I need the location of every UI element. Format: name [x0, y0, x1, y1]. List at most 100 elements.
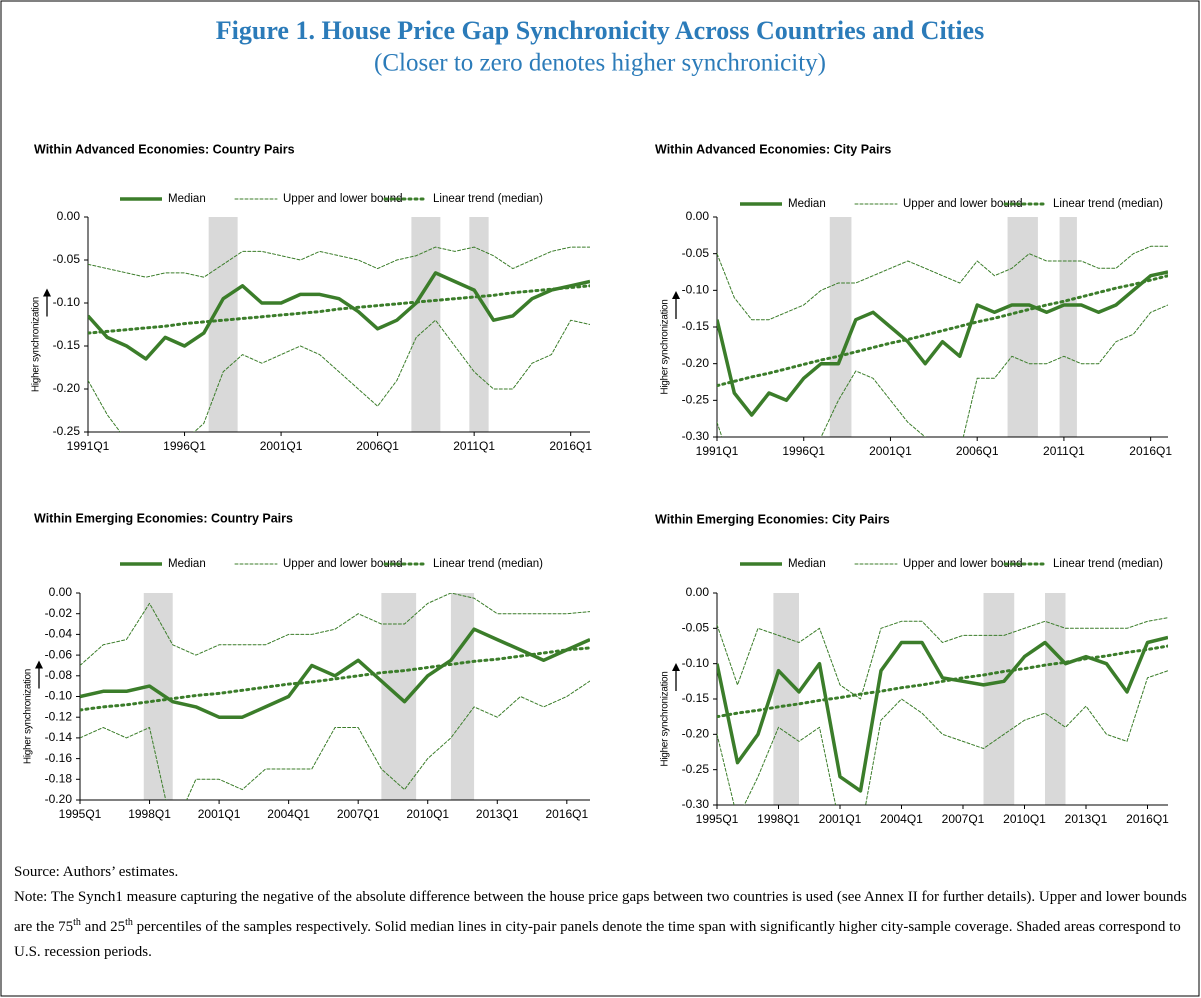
y-tick-label: -0.10 — [682, 656, 710, 670]
y-tick-label: -0.05 — [53, 252, 81, 266]
y-tick-label: -0.02 — [45, 606, 73, 620]
x-tick-label: 1995Q1 — [696, 812, 739, 826]
y-tick-label: -0.10 — [45, 689, 73, 703]
y-tick-label: -0.08 — [45, 668, 73, 682]
x-tick-label: 2011Q1 — [453, 439, 495, 453]
x-tick-label: 2016Q1 — [549, 439, 592, 453]
x-tick-label: 2010Q1 — [1003, 812, 1046, 826]
x-tick-label: 2007Q1 — [942, 812, 985, 826]
legend-label: Median — [788, 198, 826, 210]
chart-title: Within Advanced Economies: Country Pairs — [34, 142, 295, 156]
y-tick-label: -0.10 — [682, 283, 710, 297]
figure-subtitle: (Closer to zero denotes higher synchroni… — [374, 50, 826, 77]
x-tick-label: 1991Q1 — [67, 439, 110, 453]
y-tick-label: -0.25 — [682, 762, 710, 776]
y-label-arrowhead — [672, 663, 680, 671]
note-text: Note: The Synch1 measure capturing the n… — [14, 889, 1187, 935]
legend-label: Upper and lower bound — [903, 558, 1023, 570]
series-line — [88, 271, 590, 361]
y-tick-label: -0.25 — [53, 424, 81, 438]
x-tick-label: 2004Q1 — [880, 812, 923, 826]
y-tick-label: -0.06 — [45, 647, 73, 661]
y-tick-label: -0.15 — [53, 338, 81, 352]
y-tick-label: -0.14 — [45, 730, 73, 744]
series-line — [717, 245, 1168, 321]
legend-label: Upper and lower bound — [283, 558, 403, 570]
y-tick-label: 0.00 — [49, 585, 73, 599]
y-axis-label: Higher synchronization — [23, 669, 34, 764]
x-tick-label: 2010Q1 — [406, 807, 449, 821]
plot-area — [80, 593, 590, 800]
note-sup: th — [125, 917, 133, 928]
chart-title: Within Advanced Economies: City Pairs — [655, 142, 891, 156]
y-tick-label: -0.05 — [682, 621, 710, 635]
recession-shade — [1007, 217, 1038, 437]
y-tick-label: -0.05 — [682, 246, 710, 260]
y-tick-label: 0.00 — [57, 209, 81, 223]
x-tick-label: 1991Q1 — [696, 444, 739, 458]
x-tick-label: 1998Q1 — [128, 807, 171, 821]
y-tick-label: 0.00 — [686, 585, 710, 599]
series-line — [80, 680, 590, 800]
recession-shade — [1045, 593, 1066, 805]
y-tick-label: -0.18 — [45, 771, 73, 785]
y-tick-label: -0.20 — [53, 381, 81, 395]
recession-shade — [1059, 217, 1077, 437]
x-tick-label: 2007Q1 — [337, 807, 380, 821]
recession-shade — [450, 593, 475, 800]
y-tick-label: 0.00 — [686, 209, 710, 223]
x-tick-label: 2001Q1 — [819, 812, 862, 826]
note-text: percentiles of the samples respectively.… — [14, 919, 1181, 960]
plot-area — [717, 245, 1168, 437]
y-label-arrowhead — [43, 288, 51, 297]
x-tick-label: 2006Q1 — [356, 439, 399, 453]
series-line — [717, 270, 1168, 417]
x-tick-label: 2011Q1 — [1043, 444, 1085, 458]
y-tick-label: -0.10 — [53, 295, 81, 309]
series-line — [717, 274, 1168, 388]
chart-title: Within Emerging Economies: City Pairs — [655, 512, 890, 526]
note-text: and 25 — [80, 919, 126, 935]
x-tick-label: 2001Q1 — [260, 439, 303, 453]
recession-shade — [143, 593, 173, 800]
legend-label: Linear trend (median) — [1053, 558, 1163, 570]
x-tick-label: 2004Q1 — [267, 807, 310, 821]
legend-label: Linear trend (median) — [1053, 198, 1163, 210]
recession-shade — [829, 217, 852, 437]
x-tick-label: 1995Q1 — [59, 807, 102, 821]
recession-shade — [773, 593, 799, 805]
series-line — [717, 304, 1168, 437]
y-label-arrowhead — [35, 660, 43, 669]
x-tick-label: 1998Q1 — [757, 812, 800, 826]
legend-label: Upper and lower bound — [903, 198, 1023, 210]
x-tick-label: 2001Q1 — [869, 444, 912, 458]
series-line — [80, 627, 590, 719]
series-line — [717, 617, 1168, 700]
legend-label: Linear trend (median) — [433, 193, 543, 205]
recession-shade — [411, 217, 441, 432]
y-tick-label: -0.20 — [45, 792, 73, 806]
series-line — [88, 246, 590, 278]
y-axis-label: Higher synchronization — [660, 671, 671, 766]
y-tick-label: -0.25 — [682, 393, 710, 407]
y-tick-label: -0.30 — [682, 429, 710, 443]
y-axis-label: Higher synchronization — [31, 297, 42, 392]
source: Source: Authors’ estimates. — [14, 864, 179, 880]
x-tick-label: 2016Q1 — [545, 807, 588, 821]
x-tick-label: 2016Q1 — [1126, 812, 1169, 826]
note: Note: The Synch1 measure capturing the n… — [14, 885, 1189, 965]
y-tick-label: -0.15 — [682, 319, 710, 333]
y-tick-label: -0.20 — [682, 727, 710, 741]
y-tick-label: -0.30 — [682, 797, 710, 811]
recession-shade — [469, 217, 489, 432]
y-axis-label: Higher synchronization — [660, 299, 671, 394]
recession-shade — [983, 593, 1015, 805]
y-tick-label: -0.20 — [682, 356, 710, 370]
series-line — [80, 593, 590, 666]
x-tick-label: 1996Q1 — [782, 444, 825, 458]
y-tick-label: -0.04 — [45, 627, 73, 641]
legend-label: Median — [788, 558, 826, 570]
x-tick-label: 2001Q1 — [198, 807, 241, 821]
